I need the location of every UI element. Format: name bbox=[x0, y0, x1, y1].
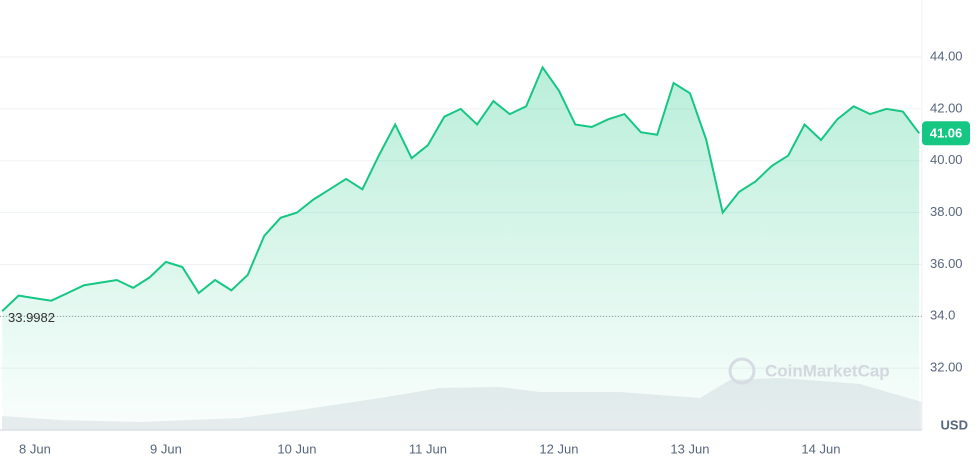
x-tick-label: 8 Jun bbox=[19, 441, 51, 456]
unit-label: USD bbox=[941, 417, 968, 432]
y-tick-label: 44.00 bbox=[930, 48, 963, 63]
x-tick-label: 12 Jun bbox=[539, 441, 578, 456]
y-tick-label: 42.00 bbox=[930, 100, 963, 115]
x-tick-label: 13 Jun bbox=[670, 441, 709, 456]
y-tick-label: 40.00 bbox=[930, 152, 963, 167]
x-tick-label: 14 Jun bbox=[801, 441, 840, 456]
y-tick-label: 32.00 bbox=[930, 360, 963, 375]
watermark-logo bbox=[728, 357, 756, 385]
y-tick-label: 38.00 bbox=[930, 204, 963, 219]
watermark: CoinMarketCap bbox=[765, 361, 890, 380]
line bbox=[1, 65, 920, 312]
x-tick-label: 10 Jun bbox=[277, 441, 316, 456]
x-tick-label: 9 Jun bbox=[150, 441, 182, 456]
area bbox=[2, 67, 920, 431]
last-price-label: 41.06 bbox=[930, 126, 963, 141]
y-tick-label: 34.0 bbox=[930, 308, 955, 323]
baseline-label: 33.9982 bbox=[8, 310, 55, 325]
last-price-badge bbox=[922, 121, 970, 146]
plot bbox=[1, 65, 920, 431]
x-tick-label: 11 Jun bbox=[409, 441, 447, 456]
y-tick-label: 36.00 bbox=[930, 256, 963, 271]
